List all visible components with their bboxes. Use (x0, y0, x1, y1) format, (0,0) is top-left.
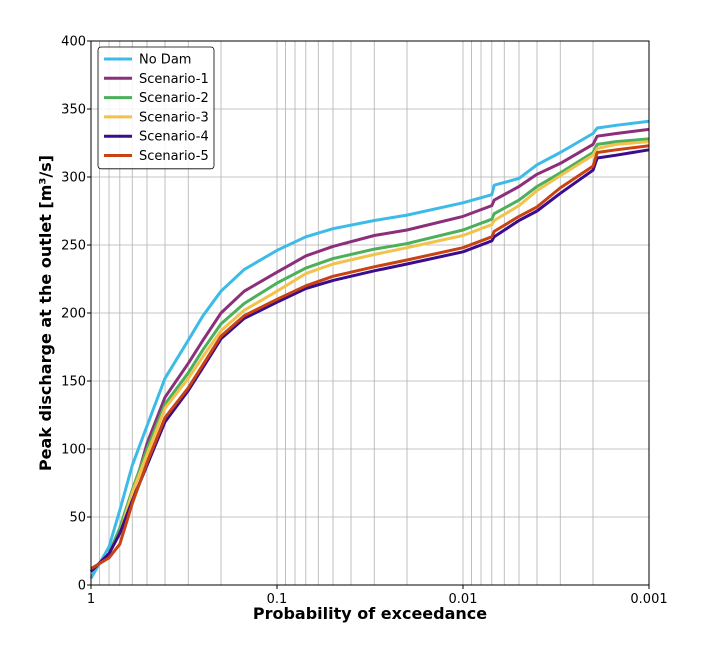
y-tick-label: 200 (61, 307, 86, 322)
legend-label: Scenario-3 (139, 110, 209, 125)
x-tick-label: 0.01 (449, 592, 478, 607)
y-tick-label: 250 (61, 239, 86, 254)
series-line-scenario-2 (89, 137, 650, 573)
y-tick-label: 100 (61, 443, 86, 458)
series-line-scenario-5 (90, 144, 650, 570)
series-line-no-dam (89, 119, 650, 579)
legend-label: Scenario-2 (139, 91, 209, 106)
legend-label: Scenario-4 (139, 130, 209, 145)
y-tick-label: 400 (61, 35, 86, 50)
y-tick-label: 300 (61, 171, 86, 186)
series-line-scenario-3 (89, 140, 650, 573)
legend: No Dam Scenario-1 Scenario-2 Scenario-3 Scen… (97, 46, 215, 170)
y-axis-title: Peak discharge at the outlet [m³/s] (36, 155, 55, 471)
y-tick-label: 0 (78, 579, 86, 594)
y-tick-label: 350 (61, 103, 86, 118)
y-tick-label: 50 (69, 511, 86, 526)
series-lines (89, 119, 650, 579)
y-tick-label: 150 (61, 375, 86, 390)
x-tick-label: 1 (87, 592, 95, 607)
legend-label: Scenario-1 (139, 72, 209, 87)
series-line-scenario-1 (89, 127, 650, 573)
x-tick-label: 0.1 (267, 592, 288, 607)
x-axis-title: Probability of exceedance (253, 604, 487, 623)
legend-label: Scenario-5 (139, 149, 209, 164)
x-tick-label: 0.001 (630, 592, 667, 607)
legend-label: No Dam (139, 53, 191, 68)
axis-ticks: 1 0.1 0.01 0.001 0 50 100 150 200 250 300 350 400 (61, 35, 667, 608)
